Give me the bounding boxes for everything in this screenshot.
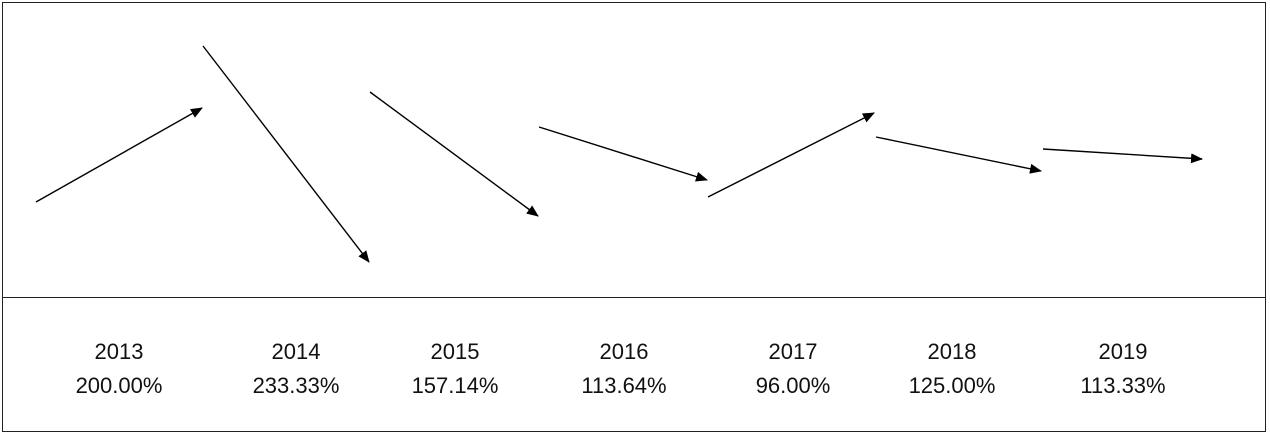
- arrow-chart: [35, 45, 1203, 263]
- value-label: 233.33%: [252, 373, 340, 398]
- arrow-segment-2015: [369, 91, 539, 217]
- category-label-2014: 2014 233.33%: [226, 335, 366, 403]
- arrow-segment-2018: [875, 136, 1042, 174]
- category-label-2015: 2015 157.14%: [385, 335, 525, 403]
- value-label: 96.00%: [755, 373, 831, 398]
- arrow-segment-2014: [202, 45, 370, 263]
- category-label-2013: 2013 200.00%: [49, 335, 189, 403]
- year-label: 2016: [599, 339, 649, 364]
- value-label: 113.33%: [1080, 373, 1166, 398]
- category-label-2016: 2016 113.64%: [554, 335, 694, 403]
- chart-frame: [2, 2, 1266, 432]
- arrow-segment-2019: [1042, 148, 1203, 164]
- year-label: 2013: [94, 339, 144, 364]
- arrow-segment-2013: [35, 107, 203, 203]
- year-label: 2017: [768, 339, 818, 364]
- label-divider: [2, 297, 1266, 298]
- value-label: 157.14%: [411, 373, 499, 398]
- value-label: 113.64%: [581, 373, 667, 398]
- year-label: 2019: [1098, 339, 1148, 364]
- value-label: 125.00%: [908, 373, 996, 398]
- year-label: 2014: [271, 339, 321, 364]
- category-label-2017: 2017 96.00%: [723, 335, 863, 403]
- year-label: 2018: [927, 339, 977, 364]
- category-label-2018: 2018 125.00%: [882, 335, 1022, 403]
- arrow-segment-2017: [707, 112, 875, 198]
- arrow-segment-2016: [538, 126, 708, 182]
- value-label: 200.00%: [75, 373, 163, 398]
- category-label-2019: 2019 113.33%: [1053, 335, 1193, 403]
- year-label: 2015: [430, 339, 480, 364]
